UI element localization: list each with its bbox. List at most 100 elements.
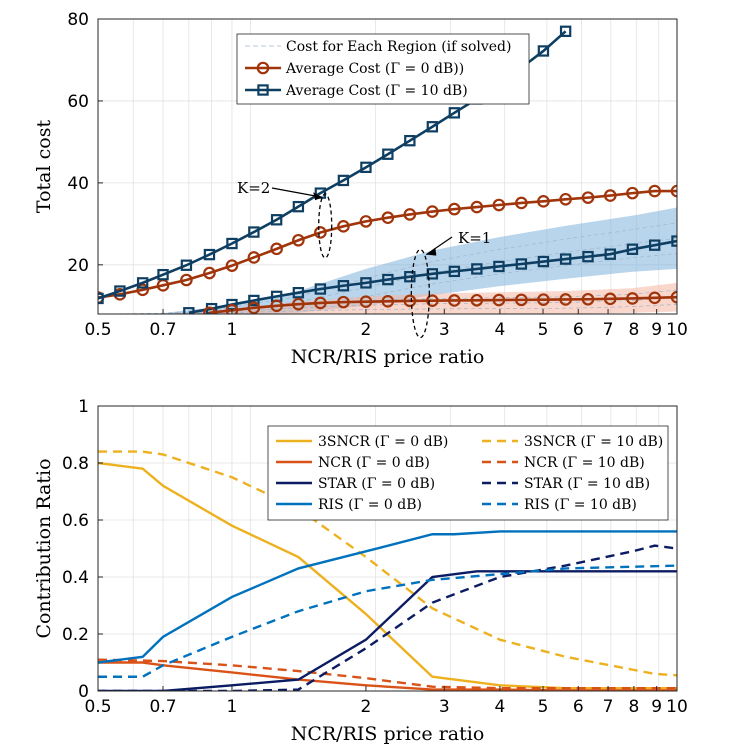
region-average-curve-marker [493,260,505,273]
region-average-curve-marker [404,271,416,283]
x-tick-label: 3 [439,320,450,340]
series-line [98,544,677,691]
region-average-curve-marker [671,235,677,247]
series-line [98,564,677,678]
average-cost-curve-marker [360,161,372,174]
average-cost-curve-marker [515,196,528,210]
average-cost-curve-marker [248,226,260,238]
legend-marker [256,61,270,75]
x-tick-label: 1 [227,320,238,340]
y-tick-label: 0.8 [62,454,89,474]
region-average-curve-marker [537,255,550,268]
k1-arrow-head [426,247,437,256]
top-x-ticks: 0.5 0.7 1 2 3 4 5 6 7 8 9 10 [84,309,688,340]
series-line [98,570,677,691]
legend-label: STAR (Γ = 10 dB) [524,476,650,492]
average-cost-curve-marker [559,25,572,37]
region-average-curve-marker [337,280,350,292]
region-average-curve-marker [270,299,283,313]
region-average-curve-marker [448,265,461,278]
x-tick-label: 6 [573,320,584,340]
x-tick-label: 10 [666,697,688,717]
region-average-curve-marker [470,293,484,307]
top-y-ticks: 20 40 60 80 [67,10,103,276]
average-cost-curve-marker [426,205,439,218]
average-cost-curve-marker [314,226,327,239]
region-average-curve-marker [426,294,439,307]
series-line [98,658,677,690]
region-average-curve-marker [403,294,417,308]
x-tick-label: 0.5 [84,320,111,340]
x-tick-label: 7 [603,320,614,340]
bottom-chart: 0.5 0.7 1 2 3 4 5 6 7 8 9 10 0 0.2 0.4 0.6 0.8 1 NCR/RIS… [33,397,688,745]
k1-label: K=1 [458,229,491,247]
x-tick-label: 4 [494,320,505,340]
average-cost-curve-marker [270,242,283,256]
average-cost-curve-marker [448,202,461,216]
bottom-plot-frame [97,405,678,692]
region-average-curve-marker [337,295,350,309]
region-average-curve-marker [559,293,572,306]
average-cost-curve-marker [226,237,238,250]
k1-ellipse [410,248,430,339]
average-cost-curve-marker [203,248,216,261]
legend-label: STAR (Γ = 0 dB) [318,476,435,492]
y-tick-label: 1 [78,397,89,417]
legend-label: Cost for Each Region (if solved) [286,39,511,55]
average-cost-curve-marker [225,259,239,272]
region-average-curve-marker [381,294,395,308]
legend-label: NCR (Γ = 10 dB) [524,455,645,471]
top-x-axis-label: NCR/RIS price ratio [291,346,485,368]
average-cost-curve-marker [537,45,550,57]
y-tick-label: 80 [67,10,89,30]
region-band [98,207,677,314]
x-tick-label: 10 [666,320,688,340]
region-average-curve-marker [360,277,372,289]
average-cost-curve-marker [603,189,617,202]
region-average-curve-marker [359,295,373,309]
region-average-curve-marker [382,273,394,286]
x-tick-label: 4 [494,697,505,717]
top-y-axis-label: Total cost [33,120,55,214]
x-tick-label: 5 [538,320,549,340]
legend-label: RIS (Γ = 10 dB) [524,497,637,513]
region-average-curve-marker [648,291,661,305]
bottom-y-ticks: 0 0.2 0.4 0.6 0.8 1 [62,397,103,702]
region-average-curve-marker [314,296,327,310]
region-average-curve-marker [426,268,439,280]
y-tick-label: 0 [78,682,89,702]
region-average-curve-marker [225,304,239,314]
y-tick-label: 60 [67,92,89,112]
region-average-curve-line [209,295,677,314]
legend-label: 3SNCR (Γ = 0 dB) [318,434,448,450]
average-cost-curve-marker [581,191,595,204]
average-cost-curve-marker [180,259,193,271]
y-tick-label: 20 [67,256,89,276]
legend-label: 3SNCR (Γ = 10 dB) [524,434,663,450]
region-average-curve-marker [626,243,639,255]
region-band [163,282,677,314]
region-average-curve-marker [292,297,305,311]
average-cost-curve-marker [426,121,439,133]
average-cost-curve-marker [292,200,305,213]
legend-label: Average Cost (Γ = 0 dB)) [285,61,464,77]
bottom-x-ticks: 0.5 0.7 1 2 3 4 5 6 7 8 9 10 [84,686,688,717]
top-plot-frame [97,18,678,315]
region-average-curve-marker [581,292,595,306]
k2-arrow [271,187,323,198]
region-average-curve-marker [648,239,661,251]
average-cost-curve-marker [114,285,126,297]
x-tick-label: 0.7 [150,697,177,717]
region-average-curve-marker [492,293,506,307]
average-cost-curve-marker [448,107,461,119]
average-cost-curve-marker [403,208,417,221]
average-cost-curve-marker [559,192,572,206]
average-cost-curve-marker [136,283,149,297]
x-tick-label: 0.7 [150,320,177,340]
average-cost-curve-marker [537,195,550,208]
y-tick-label: 0.6 [62,511,89,531]
average-cost-curve-marker [292,233,305,247]
x-tick-label: 2 [361,320,372,340]
x-tick-label: 8 [628,697,639,717]
